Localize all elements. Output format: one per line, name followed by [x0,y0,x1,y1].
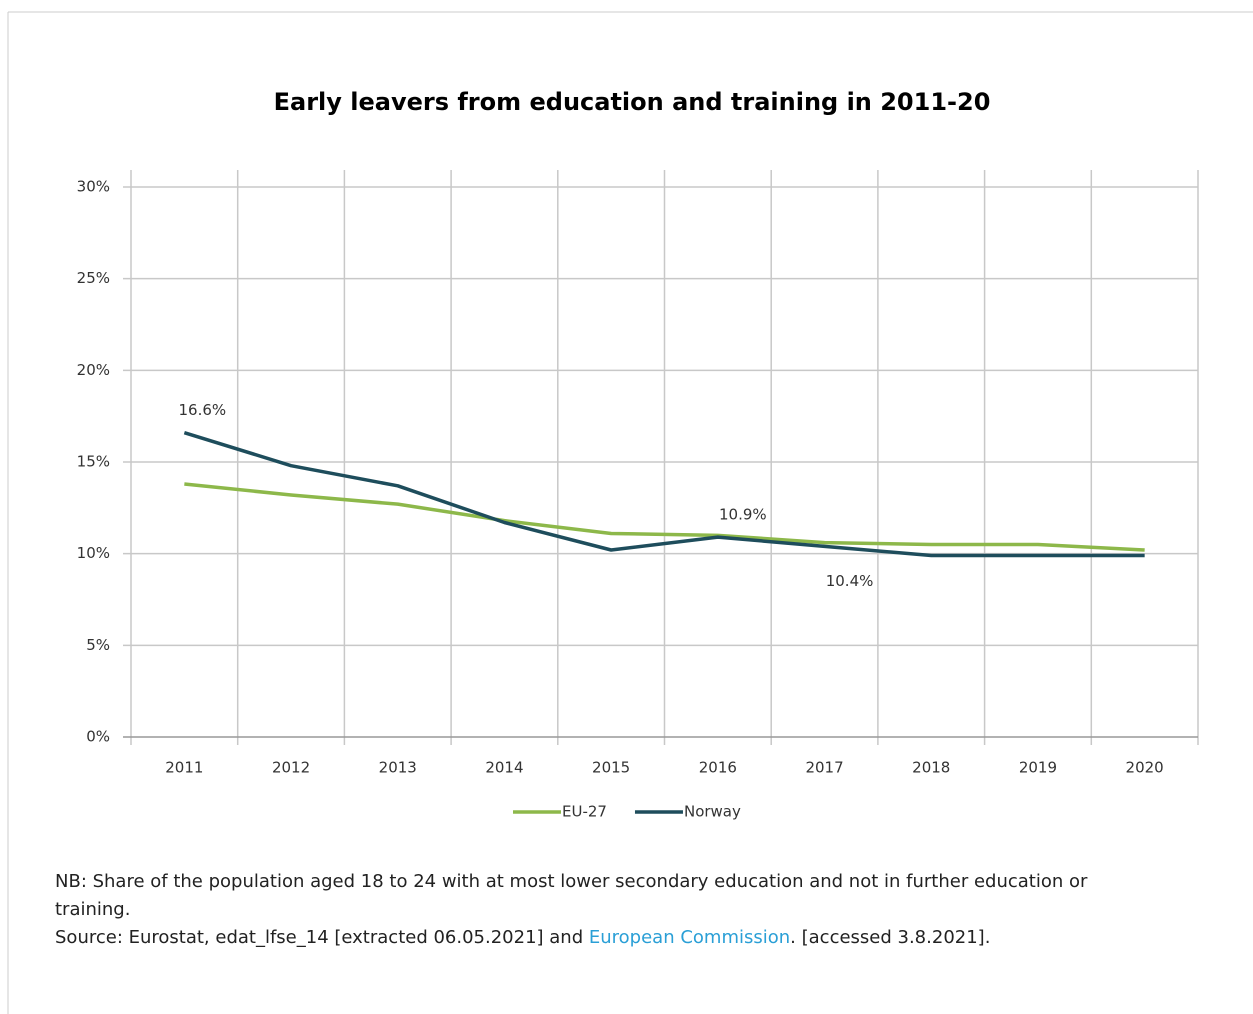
source-prefix: Source: Eurostat, edat_lfse_14 [extracte… [55,927,589,948]
source-link[interactable]: European Commission [588,927,791,948]
line-series [183,430,1145,558]
y-tick-label: 20% [77,361,110,379]
legend-label: EU-27 [562,803,607,821]
y-tick-label: 15% [77,453,110,471]
x-tick-label: 2018 [912,759,950,777]
x-tick-label: 2020 [1126,759,1164,777]
x-tick-label: 2012 [272,759,310,777]
data-label: 10.9% [719,506,767,524]
y-tick-label: 10% [77,544,110,562]
legend-label: Norway [684,803,741,821]
y-tick-label: 0% [86,728,110,746]
data-label: 16.6% [179,401,227,419]
notes: NB: Share of the population aged 18 to 2… [55,868,1125,952]
x-tick-label: 2017 [805,759,843,777]
x-tick-label: 2011 [165,759,203,777]
chart-title: Early leavers from education and trainin… [274,88,991,116]
y-tick-label: 5% [86,636,110,654]
data-label: 10.4% [826,572,874,590]
x-tick-label: 2019 [1019,759,1057,777]
x-tick-label: 2014 [485,759,523,777]
x-tick-label: 2015 [592,759,630,777]
y-tick-label: 25% [77,269,110,287]
line-series [184,482,1145,552]
x-tick-label: 2016 [699,759,737,777]
y-tick-label: 30% [77,178,110,196]
source-suffix: . [accessed 3.8.2021]. [790,927,991,948]
source: Source: Eurostat, edat_lfse_14 [extracte… [55,924,1125,952]
x-tick-label: 2013 [379,759,417,777]
note: NB: Share of the population aged 18 to 2… [55,871,1088,920]
